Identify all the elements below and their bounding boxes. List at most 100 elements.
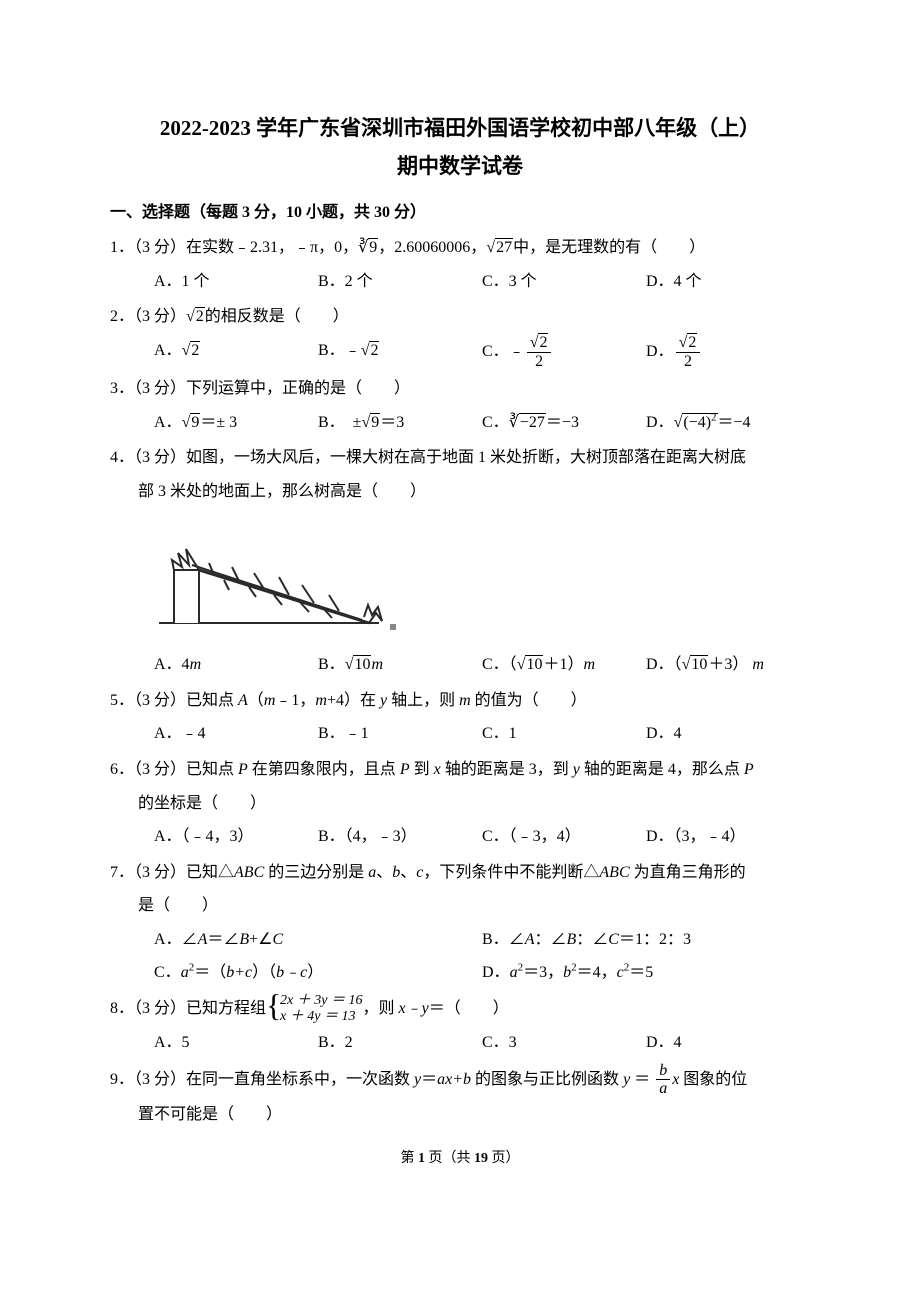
q3a-pre: A． bbox=[154, 414, 182, 431]
q7-post: ，下列条件中不能判断△ bbox=[423, 864, 599, 881]
q6-y: y bbox=[573, 761, 580, 778]
q9-post: 的图象与正比例函数 bbox=[471, 1071, 623, 1088]
frac-d-icon: 22 bbox=[676, 334, 701, 370]
q5-opt-d: D．4 bbox=[646, 717, 810, 751]
q2-stem-post: 的相反数是（ ） bbox=[205, 308, 349, 325]
title-line-2: 期中数学试卷 bbox=[110, 148, 810, 186]
q6-opt-a: A．（﹣4，3） bbox=[154, 820, 318, 854]
q7d-mid: ＝3， bbox=[523, 964, 563, 981]
q2-opt-d: D．22 bbox=[646, 334, 810, 370]
q8-options: A．5 B．2 C．3 D．4 bbox=[110, 1026, 810, 1060]
question-7: 7．（3 分）已知△ABC 的三边分别是 a、b、c，下列条件中不能判断△ABC… bbox=[110, 856, 810, 990]
q6-opt-c: C．（﹣3，4） bbox=[482, 820, 646, 854]
q4-opt-c: C．（10＋1）m bbox=[482, 648, 646, 682]
q3-opt-c: C．−27＝−3 bbox=[482, 406, 646, 440]
question-4: 4．（3 分）如图，一场大风后，一棵大树在高于地面 1 米处折断，大树顶部落在距… bbox=[110, 441, 810, 681]
sqrt-2-icon: 2 bbox=[186, 300, 205, 334]
sqrt-9b-icon: 9 bbox=[361, 406, 380, 440]
q7c-post: ） bbox=[307, 964, 323, 981]
q6-post: 轴的距离是 4，那么点 bbox=[580, 761, 744, 778]
q6-mid2: 到 bbox=[410, 761, 434, 778]
question-5: 5．（3 分）已知点 A（m﹣1，m+4）在 y 轴上，则 m 的值为（ ） A… bbox=[110, 684, 810, 751]
q9-stem-2: 置不可能是（ ） bbox=[110, 1098, 810, 1132]
q7d-post: ＝5 bbox=[629, 964, 653, 981]
q6-mid: 在第四象限内，且点 bbox=[248, 761, 400, 778]
q5-opt-b: B．﹣1 bbox=[318, 717, 482, 751]
q8-opt-c: C．3 bbox=[482, 1026, 646, 1060]
q5-stem: 5．（3 分）已知点 A（m﹣1，m+4）在 y 轴上，则 m 的值为（ ） bbox=[110, 684, 810, 718]
q4-figure bbox=[110, 515, 810, 643]
q2-d-label: D． bbox=[646, 343, 674, 360]
cbrt-9-icon: 9 bbox=[358, 231, 378, 265]
q4-opt-b: B．10m bbox=[318, 648, 482, 682]
q7-pre: 7．（3 分）已知△ bbox=[110, 864, 234, 881]
footer-mid: 页（共 bbox=[425, 1151, 474, 1166]
q8-opt-a: A．5 bbox=[154, 1026, 318, 1060]
q7d-b: b bbox=[563, 964, 571, 981]
sqrt-10d-icon: 10 bbox=[682, 648, 709, 682]
q4a-unit: m bbox=[190, 656, 202, 673]
page-footer: 第 1 页（共 19 页） bbox=[110, 1144, 810, 1173]
q5-post: 轴上，则 bbox=[387, 692, 459, 709]
q7a-mid: ＝∠ bbox=[207, 931, 239, 948]
sqrt-2a-icon: 2 bbox=[182, 334, 201, 368]
frac-c-icon: 22 bbox=[527, 334, 552, 370]
q7-ABC1: ABC bbox=[234, 864, 264, 881]
q3d-post: ＝−4 bbox=[718, 414, 751, 431]
q7b-A: A bbox=[525, 931, 535, 948]
q4-opt-a: A．4m bbox=[154, 648, 318, 682]
q1-opt-a: A．1 个 bbox=[154, 265, 318, 299]
q2-stem: 2．（3 分）2的相反数是（ ） bbox=[110, 300, 810, 334]
q7c-mid2: ）（ bbox=[252, 964, 276, 981]
q7-opt-b: B．∠A：∠B：∠C＝1：2：3 bbox=[482, 923, 810, 957]
q2-a-label: A． bbox=[154, 342, 182, 359]
sqrt-9a-icon: 9 bbox=[182, 406, 201, 440]
q7-stem-1: 7．（3 分）已知△ABC 的三边分别是 a、b、c，下列条件中不能判断△ABC… bbox=[110, 856, 810, 890]
q1-stem-post: 中，是无理数的有（ ） bbox=[513, 239, 705, 256]
exam-page: 2022-2023 学年广东省深圳市福田外国语学校初中部八年级（上） 期中数学试… bbox=[0, 0, 920, 1213]
q4c-pre: C．（ bbox=[482, 656, 517, 673]
q5-mid: （ bbox=[248, 692, 264, 709]
question-1: 1．（3 分）在实数﹣2.31，﹣π，0，9，2.60060006，27中，是无… bbox=[110, 231, 810, 298]
q7c-bmc: b﹣c bbox=[276, 964, 307, 981]
footer-pre: 第 bbox=[401, 1151, 419, 1166]
q5-end: 的值为（ ） bbox=[471, 692, 587, 709]
q7b-B: B bbox=[566, 931, 576, 948]
footer-total: 19 bbox=[474, 1151, 488, 1166]
exam-title: 2022-2023 学年广东省深圳市福田外国语学校初中部八年级（上） 期中数学试… bbox=[110, 110, 810, 186]
q7b-C: C bbox=[608, 931, 619, 948]
q7-opt-d: D．a2＝3，b2＝4，c2＝5 bbox=[482, 956, 810, 990]
q4-options: A．4m B．10m C．（10＋1）m D．（10＋3） m bbox=[110, 648, 810, 682]
q7a-A: A bbox=[198, 931, 208, 948]
q8-xy: x﹣y bbox=[398, 1000, 428, 1017]
q2-opt-a: A．2 bbox=[154, 334, 318, 370]
q7-opt-a: A．∠A＝∠B+∠C bbox=[154, 923, 482, 957]
q5-mid3: +4）在 bbox=[327, 692, 380, 709]
q3-stem: 3．（3 分）下列运算中，正确的是（ ） bbox=[110, 372, 810, 406]
q4-opt-d: D．（10＋3） m bbox=[646, 648, 810, 682]
q7a-pre: A．∠ bbox=[154, 931, 198, 948]
q7-ABC2: ABC bbox=[599, 864, 629, 881]
q1-opt-c: C．3 个 bbox=[482, 265, 646, 299]
question-9: 9．（3 分）在同一直角坐标系中，一次函数 y＝ax+b 的图象与正比例函数 y… bbox=[110, 1062, 810, 1132]
q5-A: A bbox=[238, 692, 248, 709]
q4-stem-2: 部 3 米处的地面上，那么树高是（ ） bbox=[110, 475, 810, 509]
q8-pre: 8．（3 分）已知方程组 bbox=[110, 1000, 266, 1017]
q4-stem-1: 4．（3 分）如图，一场大风后，一棵大树在高于地面 1 米处折断，大树顶部落在距… bbox=[110, 441, 810, 475]
q5-m3: m bbox=[459, 692, 471, 709]
q4b-unit: m bbox=[371, 656, 383, 673]
q6-options: A．（﹣4，3） B．（4，﹣3） C．（﹣3，4） D．（3，﹣4） bbox=[110, 820, 810, 854]
q5-pre: 5．（3 分）已知点 bbox=[110, 692, 238, 709]
q8-sys2: x ＋ 4y ＝ 13 bbox=[280, 1009, 362, 1026]
q5-mid2: ﹣1， bbox=[275, 692, 315, 709]
sqrt-10b-icon: 10 bbox=[345, 648, 372, 682]
q1-opt-d: D．4 个 bbox=[646, 265, 810, 299]
sqrt-n4sq-icon: (−4)2 bbox=[674, 406, 718, 440]
q7-end: 为直角三角形的 bbox=[630, 864, 746, 881]
q7-opt-c: C．a2＝（b+c）（b﹣c） bbox=[154, 956, 482, 990]
q7-stem-2: 是（ ） bbox=[110, 889, 810, 923]
q2-opt-b: B．﹣2 bbox=[318, 334, 482, 370]
frac-ba-icon: ba bbox=[656, 1062, 670, 1098]
q7b-post: ＝1：2：3 bbox=[619, 931, 691, 948]
q3c-post: ＝−3 bbox=[546, 414, 579, 431]
